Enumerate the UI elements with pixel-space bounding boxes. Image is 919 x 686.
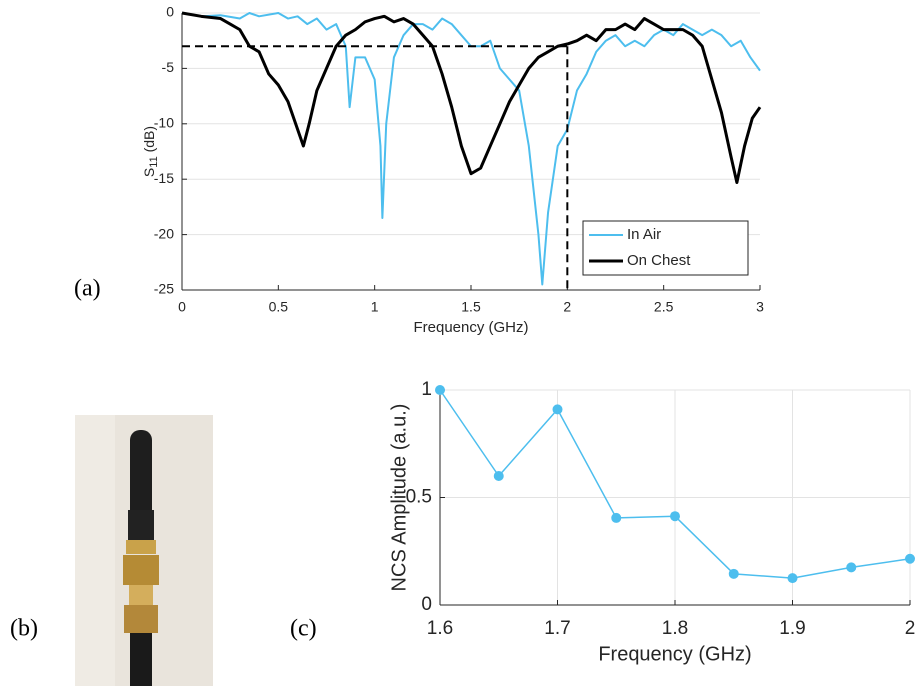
x-tick-label: 1.9	[779, 618, 805, 639]
panel-label: (a)	[74, 276, 101, 302]
x-axis-label: Frequency (GHz)	[413, 319, 528, 336]
data-point	[552, 404, 563, 415]
x-tick-label: 1.7	[544, 618, 570, 639]
data-point	[905, 553, 915, 564]
y-axis-label: NCS Amplitude (a.u.)	[388, 404, 410, 592]
data-point	[670, 511, 680, 522]
x-tick-label: 2	[563, 299, 571, 315]
x-tick-label: 1	[371, 299, 379, 315]
x-tick-label: 3	[756, 299, 764, 315]
y-tick-label: -5	[162, 59, 175, 75]
legend-label: In Air	[627, 226, 661, 243]
y-label-subscript: 11	[148, 156, 160, 167]
antenna-photo	[75, 415, 213, 686]
y-tick-label: -20	[154, 225, 174, 241]
y-axis-label: S11 (dB)	[141, 126, 160, 177]
panel-label: (b)	[10, 616, 38, 642]
x-tick-label: 0.5	[269, 299, 289, 315]
x-tick-label: 2	[905, 618, 916, 639]
x-tick-label: 2.5	[654, 299, 674, 315]
data-point	[787, 573, 798, 584]
y-tick-label: -10	[154, 115, 174, 131]
x-tick-label: 1.6	[427, 618, 453, 639]
y-tick-label: 0	[166, 4, 174, 20]
x-tick-label: 1.5	[461, 299, 481, 315]
data-point	[611, 512, 622, 523]
y-label-base: S	[141, 168, 157, 177]
y-tick-label: -25	[154, 281, 174, 297]
y-tick-label: 0.5	[406, 487, 432, 508]
x-tick-label: 0	[178, 299, 186, 315]
data-point	[435, 385, 445, 395]
series-line	[181, 11, 762, 185]
y-label-unit: (dB)	[141, 126, 157, 156]
panel-label: (c)	[290, 616, 317, 642]
data-point	[493, 471, 504, 481]
y-tick-label: 1	[421, 379, 432, 400]
y-tick-label: 0	[421, 594, 432, 615]
y-tick-label: -15	[154, 170, 174, 186]
legend-label: On Chest	[627, 252, 691, 269]
x-axis-label: Frequency (GHz)	[598, 644, 751, 666]
data-point	[728, 568, 739, 579]
data-point	[846, 562, 857, 573]
legend	[582, 220, 749, 276]
x-tick-label: 1.8	[662, 618, 688, 639]
